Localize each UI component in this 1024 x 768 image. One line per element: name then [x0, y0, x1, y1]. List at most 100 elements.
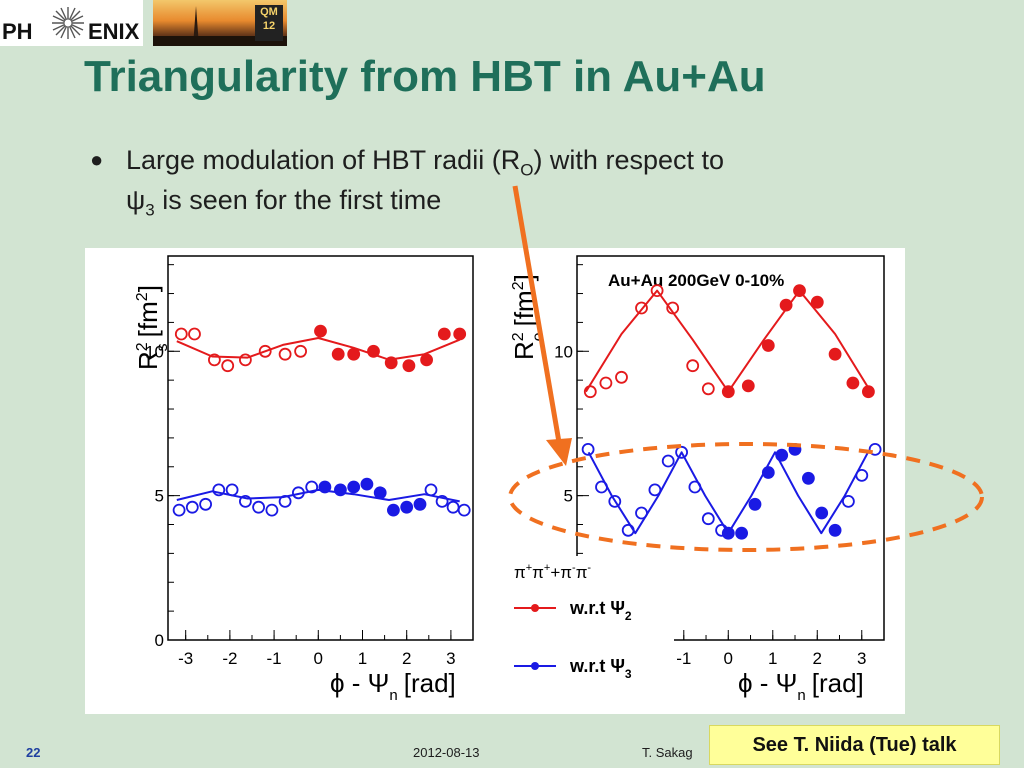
data-point-red [599, 376, 613, 390]
bullet-text-2: is seen for the first time [154, 185, 442, 215]
x-tick-label: -1 [676, 649, 691, 668]
data-point-blue [446, 500, 460, 514]
fit-curve-blue [176, 488, 460, 503]
badge-line1: QM [260, 6, 278, 18]
data-point-blue [735, 526, 748, 540]
phenix-logo: PH ENIX [0, 0, 143, 46]
y-tick-label: 5 [564, 487, 573, 506]
data-point-red [761, 339, 775, 352]
data-point-blue [386, 503, 400, 517]
data-point-red [278, 347, 292, 361]
data-point-blue [815, 506, 829, 520]
data-point-blue [373, 486, 387, 500]
monument-silhouette-icon [153, 6, 287, 46]
data-point-blue [457, 503, 471, 517]
y-tick-label: 10 [145, 342, 164, 361]
data-point-blue [347, 480, 361, 494]
data-point-blue [802, 471, 815, 485]
x-tick-label: -1 [267, 649, 282, 668]
data-point-red [221, 359, 235, 373]
x-tick-label: 0 [724, 649, 733, 668]
data-point-blue [842, 494, 855, 508]
data-point-red [437, 327, 451, 341]
legend-marker-red [531, 604, 539, 612]
y-tick-label: 10 [554, 342, 573, 361]
data-point-blue [172, 503, 186, 517]
x-tick-label: -3 [178, 649, 193, 668]
bullet-sub-o: O [520, 160, 534, 180]
data-point-red [686, 359, 700, 373]
data-point-blue [360, 477, 374, 491]
plot-layer: -3 -2 -1 0 1 2 3 0 5 10 -1 0 1 2 3 5 10 [145, 264, 882, 668]
arrow-head-icon [546, 438, 572, 466]
x-tick-label: -2 [222, 649, 237, 668]
fit-curve-red [176, 337, 461, 361]
data-point-red [701, 382, 715, 396]
logo-text-left: PH [2, 19, 33, 44]
data-point-red [828, 347, 842, 361]
right-xlabel: ϕ - Ψn [rad] [738, 668, 864, 704]
qm12-badge: QM 12 [255, 5, 283, 41]
fit-curve-red [585, 289, 872, 393]
x-tick-label: 3 [857, 649, 866, 668]
bullet-line-2: ψ3 is seen for the first time [126, 181, 441, 229]
data-point-blue [400, 500, 414, 514]
annotation-arrow [512, 185, 563, 449]
legend-header: π+π++π-π- [514, 562, 591, 582]
data-point-red [331, 347, 345, 361]
data-point-blue [185, 500, 199, 514]
bullet-text-1a: Large modulation of HBT radii (R [126, 145, 521, 175]
legend-label-blue: w.r.t Ψ3 [569, 656, 632, 681]
left-ylabel: R2 s[fm2] [133, 285, 171, 370]
footer-date: 2012-08-13 [413, 745, 480, 760]
data-point-blue [199, 497, 213, 511]
x-tick-label: 0 [314, 649, 323, 668]
highlight-ellipse [508, 442, 984, 552]
data-point-red [810, 295, 824, 309]
x-tick-label: 1 [768, 649, 777, 668]
figure-panel [85, 248, 905, 714]
bullet-dot-icon: ● [90, 147, 104, 172]
data-point-red [294, 344, 308, 358]
page-number: 22 [26, 745, 41, 760]
bullet-sub-3: 3 [145, 200, 155, 220]
x-tick-label: 1 [358, 649, 367, 668]
data-point-red [615, 370, 628, 384]
data-point-blue [748, 497, 762, 511]
legend-box [508, 556, 674, 714]
badge-line2: 12 [262, 20, 276, 32]
legend-label-red: w.r.t Ψ2 [569, 598, 632, 623]
bullet-text-1b: ) with respect to [533, 145, 725, 175]
data-point-red [741, 379, 755, 393]
data-point-red [420, 353, 434, 367]
fit-curve-blue [587, 451, 869, 535]
data-point-blue [252, 500, 266, 514]
left-xlabel: ϕ - Ψn [rad] [330, 668, 456, 704]
data-point-red [188, 327, 201, 341]
x-tick-label: 2 [813, 649, 822, 668]
bullet-line-1: Large modulation of HBT radii (RO) with … [126, 141, 724, 189]
data-point-blue [265, 503, 279, 517]
x-tick-label: 3 [446, 649, 455, 668]
y-tick-label: 5 [155, 487, 164, 506]
data-point-red [314, 324, 327, 338]
data-point-red [846, 376, 860, 390]
data-point-blue [701, 512, 715, 526]
data-point-red [174, 327, 188, 341]
data-point-red [347, 347, 361, 361]
data-point-blue [828, 523, 842, 537]
data-point-blue [661, 454, 675, 468]
footer-author: T. Sakag [642, 745, 693, 760]
data-point-blue [581, 442, 595, 456]
x-tick-label: 2 [402, 649, 411, 668]
right-chart-title: Au+Au 200GeV 0-10% [608, 271, 784, 290]
data-point-blue [413, 497, 427, 511]
bullet-psi: ψ [126, 185, 146, 215]
callout-box: See T. Niida (Tue) talk [709, 725, 1000, 765]
sunburst-icon [52, 7, 84, 39]
data-point-red [402, 359, 416, 373]
slide-title: Triangularity from HBT in Au+Au [84, 52, 766, 101]
y-tick-label: 0 [155, 631, 164, 650]
left-plot-frame [167, 255, 474, 641]
